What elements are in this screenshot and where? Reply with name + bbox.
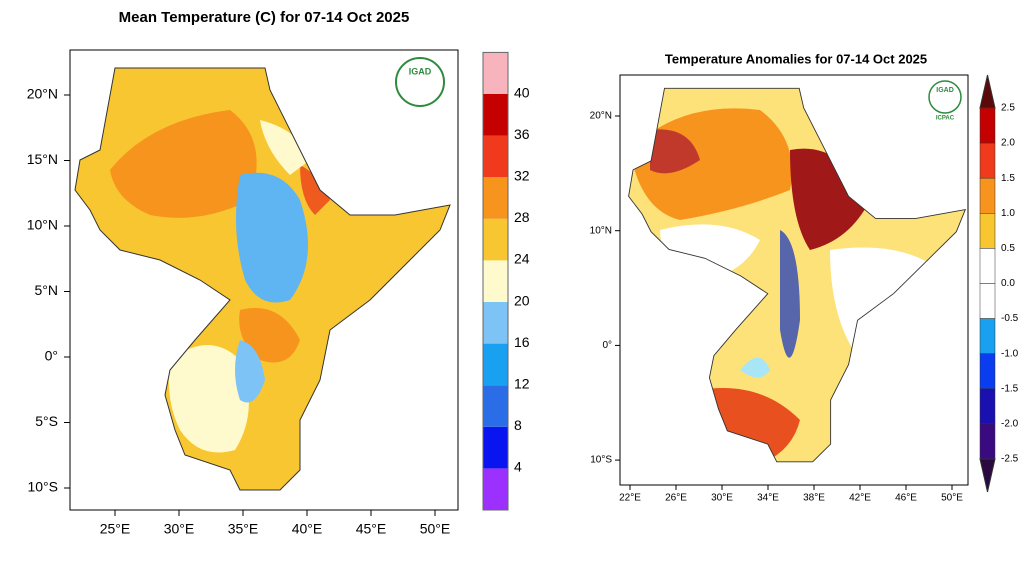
colorbar-swatch xyxy=(483,385,508,427)
colorbar: 2.5 2.0 1.5 1.0 0.5 0.0 -0.5 -1.0 -1.5 -2.0 -2.5 xyxy=(979,74,1019,493)
colorbar-swatch xyxy=(979,388,996,425)
colorbar-swatch xyxy=(483,468,508,510)
colorbar-swatch xyxy=(979,423,996,460)
colorbar-label: 4 xyxy=(514,459,522,475)
lon-label: 42°E xyxy=(849,493,871,504)
colorbar-swatch xyxy=(979,107,996,144)
lat-label: 10°S xyxy=(27,479,58,495)
colorbar-label: 1.5 xyxy=(1001,173,1015,184)
lon-label: 45°E xyxy=(356,521,387,537)
logo xyxy=(928,80,962,114)
colorbar-swatch xyxy=(979,177,996,214)
colorbar-arrow xyxy=(979,74,996,109)
colorbar-label: 2.5 xyxy=(1001,103,1015,114)
lon-label: 34°E xyxy=(757,493,779,504)
colorbar-label: 16 xyxy=(514,334,530,350)
logo-text: IGAD xyxy=(936,87,954,94)
lon-label: 46°E xyxy=(895,493,917,504)
colorbar-swatch xyxy=(979,142,996,179)
lon-label: 35°E xyxy=(228,521,259,537)
lat-label: 5°S xyxy=(35,413,58,429)
lat-label: 10°N xyxy=(590,225,612,236)
colorbar-swatch xyxy=(483,135,508,178)
colorbar-swatch xyxy=(483,52,508,94)
lon-label: 22°E xyxy=(619,493,641,504)
colorbar-swatch xyxy=(483,426,508,469)
colorbar-label: 36 xyxy=(514,126,530,142)
colorbar-label: -2.0 xyxy=(1001,419,1019,430)
lon-label: 30°E xyxy=(711,493,733,504)
lat-label: 20°N xyxy=(590,111,612,122)
colorbar-swatch xyxy=(483,94,508,136)
colorbar-label: 8 xyxy=(514,417,522,433)
lat-label: 20°N xyxy=(27,86,58,102)
colorbar-swatch xyxy=(979,248,996,284)
lon-label: 50°E xyxy=(941,493,963,504)
lon-label: 26°E xyxy=(665,493,687,504)
lon-label: 50°E xyxy=(420,521,451,537)
lat-label: 0° xyxy=(45,348,58,364)
map-title: Mean Temperature (C) for 07-14 Oct 2025 xyxy=(119,9,410,26)
lat-label: 10°N xyxy=(27,217,58,233)
logo-subtext: ICPAC xyxy=(936,116,955,122)
lat-label: 5°N xyxy=(35,282,59,298)
lat-label: 10°S xyxy=(590,455,612,466)
colorbar-label: 2.0 xyxy=(1001,138,1015,149)
colorbar-label: -1.5 xyxy=(1001,383,1019,394)
logo-text: IGAD xyxy=(409,66,432,76)
colorbar-label: 28 xyxy=(514,209,530,225)
colorbar-swatch xyxy=(979,318,996,354)
colorbar-swatch xyxy=(979,353,996,390)
colorbar-swatch xyxy=(483,302,508,344)
colorbar-swatch xyxy=(483,343,508,386)
colorbar-label: 12 xyxy=(514,376,530,392)
logo xyxy=(395,57,445,107)
lat-label: 15°N xyxy=(27,151,58,167)
colorbar-label: -0.5 xyxy=(1001,313,1019,324)
lon-label: 30°E xyxy=(164,521,195,537)
colorbar-label: 32 xyxy=(514,168,530,184)
colorbar-label: 0.0 xyxy=(1001,278,1015,289)
lon-label: 40°E xyxy=(292,521,323,537)
colorbar-label: 1.0 xyxy=(1001,208,1015,219)
colorbar-swatch xyxy=(483,260,508,302)
colorbar-swatch xyxy=(483,177,508,219)
lon-label: 25°E xyxy=(100,521,131,537)
lon-label: 38°E xyxy=(803,493,825,504)
colorbar-label: 0.5 xyxy=(1001,243,1015,254)
map-title: Temperature Anomalies for 07-14 Oct 2025 xyxy=(665,51,927,66)
colorbar: 4 8 12 16 20 24 28 32 36 40 xyxy=(482,51,530,511)
colorbar-label: -1.0 xyxy=(1001,348,1019,359)
colorbar-swatch xyxy=(979,283,996,319)
colorbar-label: 20 xyxy=(514,292,530,308)
colorbar-label: 40 xyxy=(514,84,530,100)
lat-label: 0° xyxy=(602,340,612,351)
colorbar-swatch xyxy=(483,218,508,261)
colorbar-label: -2.5 xyxy=(1001,454,1019,465)
colorbar-label: 24 xyxy=(514,251,530,267)
colorbar-swatch xyxy=(979,213,996,249)
colorbar-arrow xyxy=(979,458,996,493)
colorbar-frame xyxy=(482,51,509,511)
